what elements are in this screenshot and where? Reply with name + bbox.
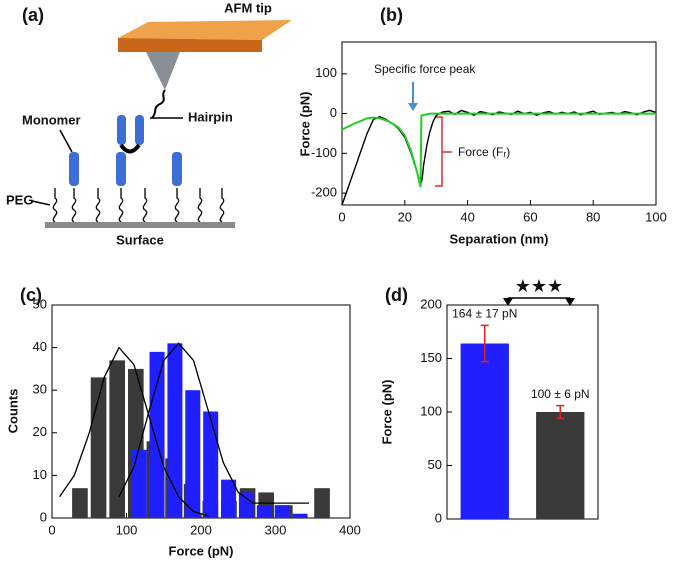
histogram-bar [238, 492, 254, 518]
histogram-bar [149, 351, 165, 518]
peg-chains [52, 188, 225, 223]
histogram-bar [167, 343, 183, 518]
x-tick-label: 200 [190, 522, 212, 537]
arrow [31, 200, 51, 206]
bar [536, 412, 585, 519]
x-tick-label: 20 [398, 209, 412, 224]
y-axis-label: Force (pN) [379, 380, 394, 445]
arrowhead [565, 298, 575, 306]
y-tick-label: 0 [435, 510, 442, 525]
y-tick-label: 40 [33, 339, 47, 354]
y-tick-label: 10 [33, 467, 47, 482]
histogram-bar [274, 505, 290, 518]
y-tick-label: -100 [311, 145, 337, 160]
surface [45, 222, 235, 228]
histogram-bar [256, 505, 272, 518]
error-bar [480, 324, 489, 363]
arrow [59, 129, 73, 153]
monomer-label: Monomer [22, 112, 81, 127]
x-tick-label: 0 [338, 209, 345, 224]
arrowhead [503, 298, 513, 306]
x-tick-label: 300 [265, 522, 287, 537]
x-axis-label: Separation (nm) [450, 231, 549, 246]
histogram-bar [203, 411, 219, 518]
y-tick-label: 50 [33, 296, 47, 311]
x-tick-label: 0 [48, 522, 55, 537]
histogram-bar [131, 449, 147, 518]
cantilever [118, 20, 292, 40]
x-tick-label: 400 [339, 522, 361, 537]
y-tick-label: 100 [315, 65, 337, 80]
arrowhead [408, 103, 418, 111]
significance: ★★★ [515, 276, 563, 296]
histogram-bar [292, 513, 308, 518]
y-tick-label: 150 [420, 350, 442, 365]
bar [460, 343, 509, 519]
error-bar [556, 404, 565, 420]
histogram-bar [221, 479, 237, 518]
annotation: Specific force peak [374, 62, 476, 76]
histogram-bar [314, 488, 330, 518]
x-axis-label: Force (pN) [169, 543, 234, 558]
y-tick-label: 20 [33, 424, 47, 439]
value-label: 164 ± 17 pN [452, 307, 517, 321]
tip [146, 52, 180, 90]
y-tick-label: 30 [33, 382, 47, 397]
surface-label: Surface [116, 232, 164, 247]
fit-curve [58, 346, 209, 517]
x-tick-label: 80 [586, 209, 600, 224]
bracket [435, 116, 452, 187]
fit-curve [118, 342, 309, 504]
x-tick-label: 60 [523, 209, 537, 224]
hairpin-arm [117, 115, 126, 145]
cantilever-side [118, 38, 262, 52]
x-tick-label: 100 [645, 209, 667, 224]
plot-frame [341, 41, 657, 206]
hairpin-arm [135, 115, 144, 145]
linker [151, 89, 166, 119]
y-tick-label: 0 [40, 509, 47, 524]
monomers [69, 152, 182, 186]
value-label: 100 ± 6 pN [531, 387, 590, 401]
y-axis-label: Counts [5, 389, 20, 434]
panel-label: (a) [22, 5, 44, 25]
tip-label: AFM tip [224, 0, 272, 15]
hairpin-label: Hairpin [188, 109, 233, 124]
annotation: Force (Fᵣ) [458, 145, 510, 159]
data-line [341, 112, 656, 188]
hairpin-loop [119, 143, 141, 154]
x-tick-label: 100 [116, 522, 138, 537]
y-tick-label: 0 [330, 105, 337, 120]
histogram-bar [109, 360, 126, 518]
y-tick-label: 50 [428, 457, 442, 472]
panel-label: (d) [385, 285, 408, 305]
panel-label: (c) [20, 285, 42, 305]
peg-label: PEG [6, 192, 33, 207]
y-tick-label: -200 [311, 185, 337, 200]
y-tick-label: 100 [420, 403, 442, 418]
panel-label: (b) [380, 5, 403, 25]
x-tick-label: 40 [460, 209, 474, 224]
histogram-bar [185, 390, 201, 518]
y-tick-label: 200 [420, 296, 442, 311]
histogram-bar [72, 488, 88, 518]
y-axis-label: Force (pN) [297, 92, 312, 157]
